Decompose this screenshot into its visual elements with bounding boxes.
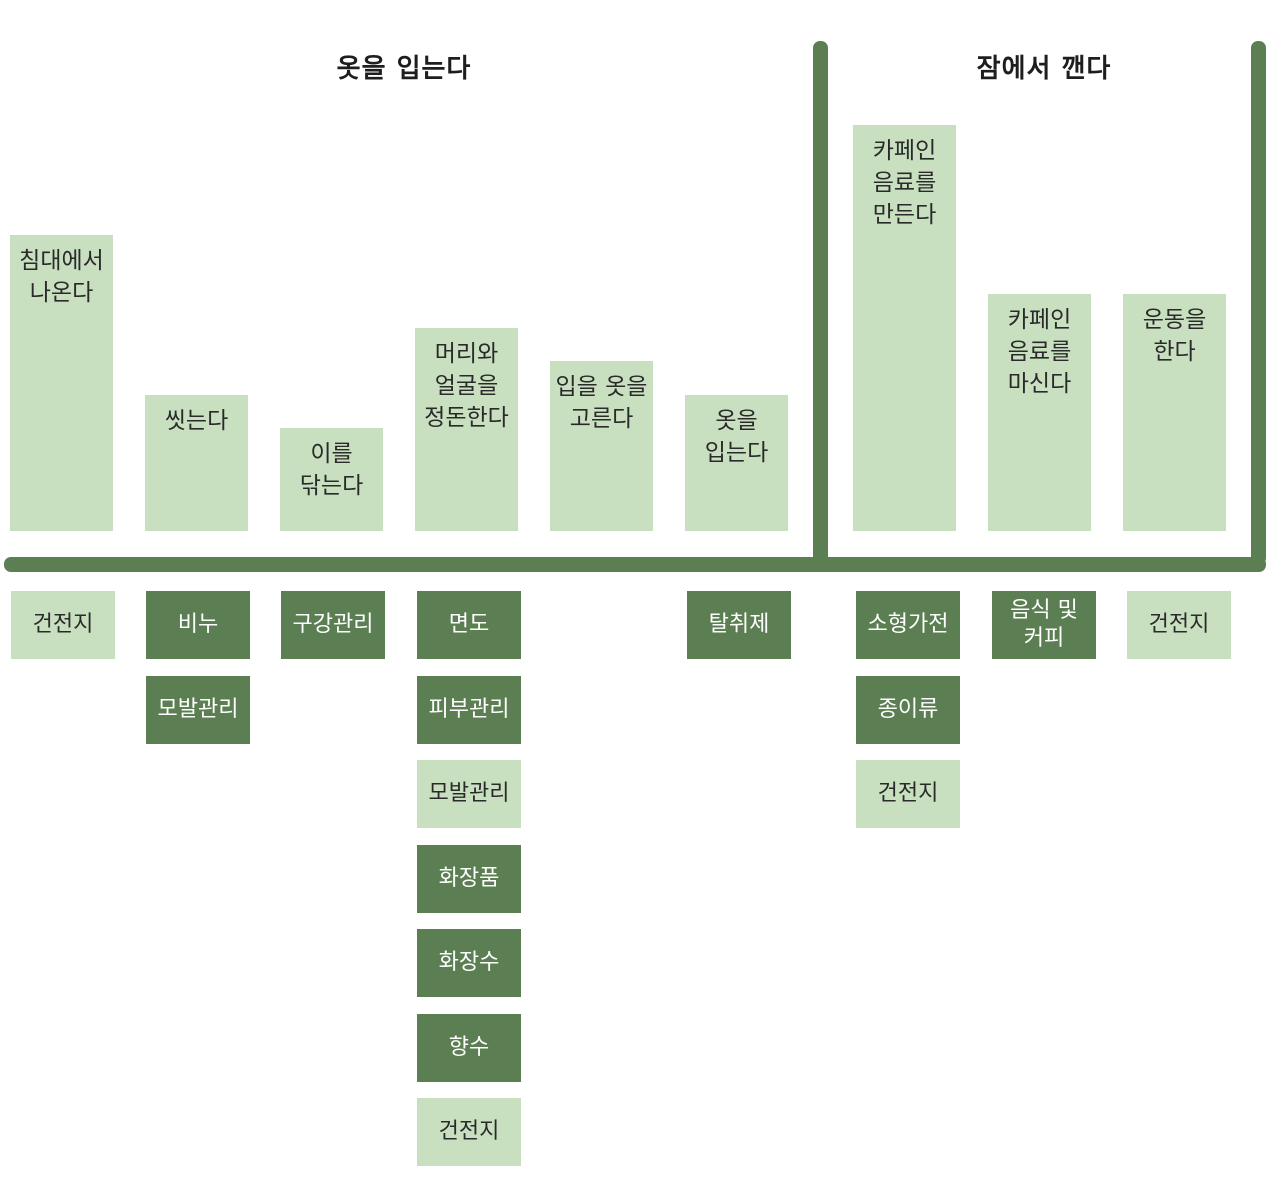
tag-toner: 화장수 (417, 929, 521, 997)
timeline-axis (4, 557, 1266, 572)
tag-shaving: 면도 (417, 591, 521, 659)
tag-battery: 건전지 (417, 1098, 521, 1166)
tag-cosmetics: 화장품 (417, 845, 521, 913)
step-drink-caffeine-drink: 카페인 음료를 마신다 (988, 294, 1091, 531)
tag-battery: 건전지 (11, 591, 115, 659)
tag-battery: 건전지 (1127, 591, 1231, 659)
step-put-on-clothes: 옷을 입는다 (685, 395, 788, 531)
tag-perfume: 향수 (417, 1014, 521, 1082)
tag-hair-care: 모발관리 (417, 760, 521, 828)
step-exercise: 운동을 한다 (1123, 294, 1226, 531)
group-title-wake-up: 잠에서 깬다 (976, 54, 1112, 84)
step-brush-teeth: 이를 닦는다 (280, 428, 383, 531)
step-choose-clothes: 입을 옷을 고른다 (550, 361, 653, 531)
group-title-get-dressed: 옷을 입는다 (336, 54, 472, 84)
tag-deodorant: 탈취제 (687, 591, 791, 659)
tag-small-appliances: 소형가전 (856, 591, 960, 659)
step-groom-hair-face: 머리와 얼굴을 정돈한다 (415, 328, 518, 531)
tag-skin-care: 피부관리 (417, 676, 521, 744)
tag-food-coffee: 음식 및 커피 (992, 591, 1096, 659)
step-make-caffeine-drink: 카페인 음료를 만든다 (853, 125, 956, 531)
step-get-out-of-bed: 침대에서 나온다 (10, 235, 113, 531)
tag-hair-care: 모발관리 (146, 676, 250, 744)
tag-paper: 종이류 (856, 676, 960, 744)
tag-battery: 건전지 (856, 760, 960, 828)
section-divider-right (1251, 41, 1266, 565)
section-divider (813, 41, 828, 565)
step-wash: 씻는다 (145, 395, 248, 531)
tag-oral-care: 구강관리 (281, 591, 385, 659)
tag-soap: 비누 (146, 591, 250, 659)
